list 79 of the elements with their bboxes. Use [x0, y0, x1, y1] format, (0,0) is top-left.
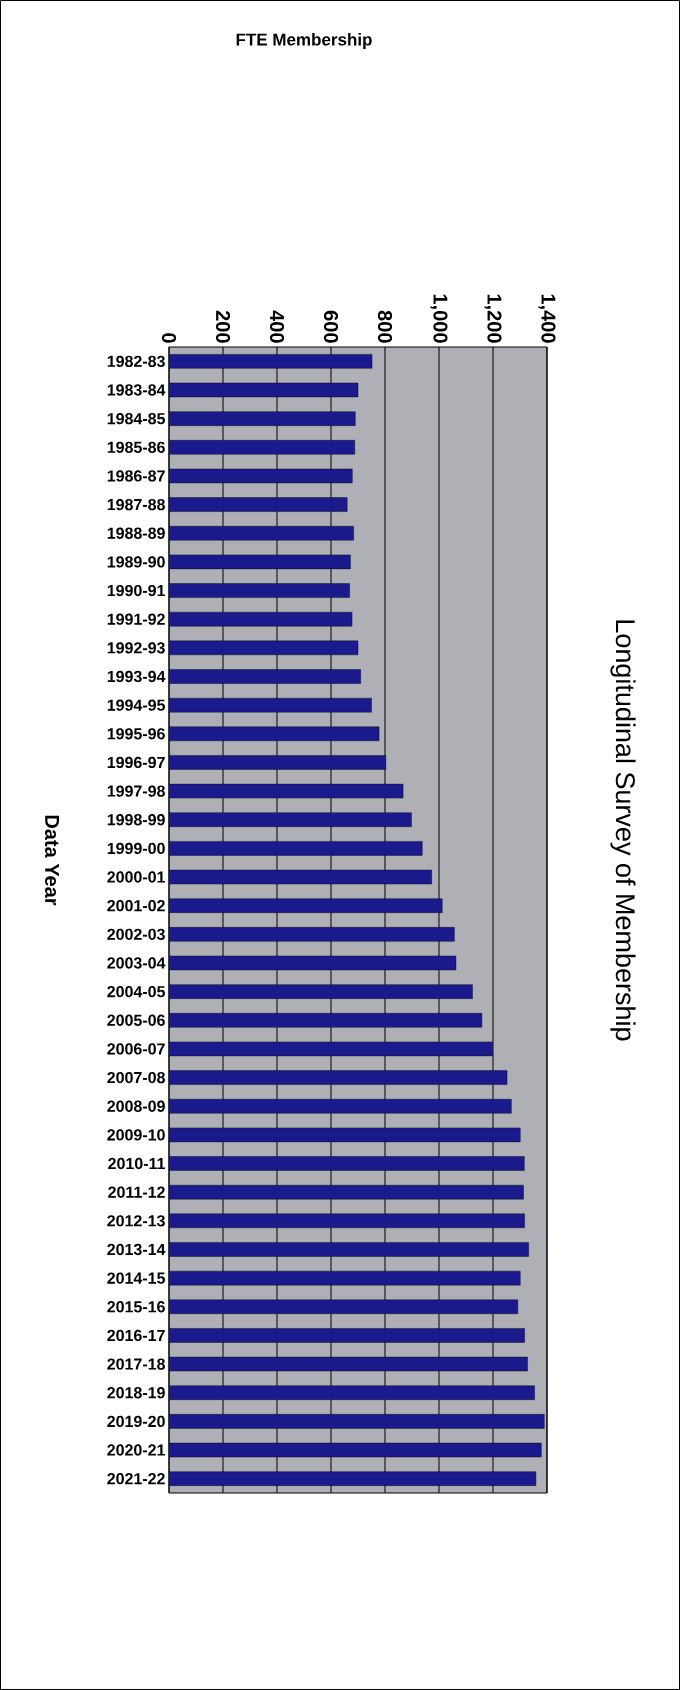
x-tick-label: 400 — [269, 310, 285, 343]
bar — [169, 1414, 545, 1429]
y-tick-label: 1991-92 — [107, 613, 165, 625]
y-tick-label: 2003-04 — [107, 957, 166, 969]
bar — [169, 1184, 524, 1200]
bar — [169, 611, 353, 627]
bar — [169, 812, 412, 827]
y-tick-label: 2008-09 — [107, 1100, 165, 1112]
bar — [169, 497, 348, 512]
y-tick-label: 2020-21 — [107, 1444, 166, 1456]
y-tick-label: 2012-13 — [107, 1215, 165, 1227]
x-tick-label: 800 — [377, 310, 393, 343]
x-tick-label: 1,200 — [484, 294, 502, 343]
y-tick-label: 2000-01 — [107, 871, 166, 883]
y-tick-label: 2017-18 — [107, 1358, 165, 1370]
bar — [169, 927, 455, 942]
y-tick-label: 1986-87 — [107, 470, 165, 482]
bar — [169, 984, 473, 999]
bar — [169, 898, 443, 913]
x-tick-label: 200 — [215, 310, 231, 343]
bar — [169, 726, 380, 741]
bar — [169, 1299, 519, 1314]
bar — [169, 354, 373, 369]
text: FTE Membership — [236, 33, 372, 49]
y-tick-label: 2019-20 — [107, 1415, 165, 1428]
y-tick-label: 2004-05 — [107, 985, 166, 998]
y-tick-label: 1988-89 — [107, 527, 165, 539]
x-tick-label: 0 — [161, 333, 177, 343]
bar — [169, 1213, 525, 1229]
y-tick-label: 2006-07 — [107, 1043, 165, 1055]
y-tick-label: 1983-84 — [107, 384, 166, 396]
y-tick-label: 1999-00 — [107, 842, 165, 855]
bar — [169, 1156, 525, 1171]
bar — [169, 640, 359, 656]
y-tick-label: 1990-91 — [107, 584, 166, 597]
bar — [169, 841, 423, 856]
x-tick-label: 1,400 — [538, 294, 556, 343]
y-tick-label: 1998-99 — [107, 814, 165, 826]
bar — [169, 1328, 525, 1343]
text: Longitudinal Survey of Membership — [610, 620, 636, 1041]
x-tick-label: 600 — [323, 310, 339, 343]
y-tick-label: 2002-03 — [107, 928, 165, 940]
y-tick-label: 2014-15 — [107, 1272, 166, 1284]
y-tick-label: 1982-83 — [107, 355, 165, 368]
y-tick-label: 2018-19 — [107, 1387, 165, 1399]
bar — [169, 1385, 535, 1400]
bar — [169, 440, 355, 455]
y-tick-label: 2005-06 — [107, 1014, 165, 1026]
y-tick-label: 2011-12 — [108, 1186, 165, 1198]
bar — [169, 526, 354, 541]
y-tick-label: 1996-97 — [107, 756, 165, 769]
y-tick-label: 1997-98 — [107, 785, 165, 797]
y-tick-label: 1992-93 — [107, 642, 165, 654]
y-tick-label: 1989-90 — [107, 556, 165, 568]
y-tick-label: 2009-10 — [107, 1129, 165, 1141]
bar — [169, 583, 350, 598]
bar — [169, 1099, 512, 1114]
bar — [169, 1242, 529, 1257]
y-tick-label: 1987-88 — [107, 498, 165, 511]
bar — [169, 1013, 483, 1028]
y-tick-label: 2001-02 — [107, 900, 165, 912]
bar — [169, 411, 356, 426]
bar — [169, 755, 386, 770]
y-axis-title: Data Year — [45, 815, 59, 906]
bar — [169, 1471, 537, 1486]
y-tick-label: 2013-14 — [107, 1243, 166, 1256]
y-tick-label: 2016-17 — [107, 1329, 165, 1342]
y-tick-label: 2015-16 — [107, 1301, 165, 1313]
bar — [169, 1070, 508, 1085]
y-tick-label: 2010-11 — [108, 1157, 166, 1170]
y-tick-label: 2021-22 — [107, 1473, 165, 1485]
y-tick-label: 2007-08 — [107, 1071, 165, 1084]
x-tick-label: 1,000 — [430, 294, 448, 343]
y-tick-label: 1984-85 — [107, 412, 166, 425]
y-tick-label: 1993-94 — [107, 670, 166, 683]
y-tick-label: 1995-96 — [107, 728, 165, 740]
bar — [169, 669, 361, 684]
y-tick-label: 1985-86 — [107, 441, 165, 453]
y-tick-label: 1994-95 — [107, 699, 166, 711]
